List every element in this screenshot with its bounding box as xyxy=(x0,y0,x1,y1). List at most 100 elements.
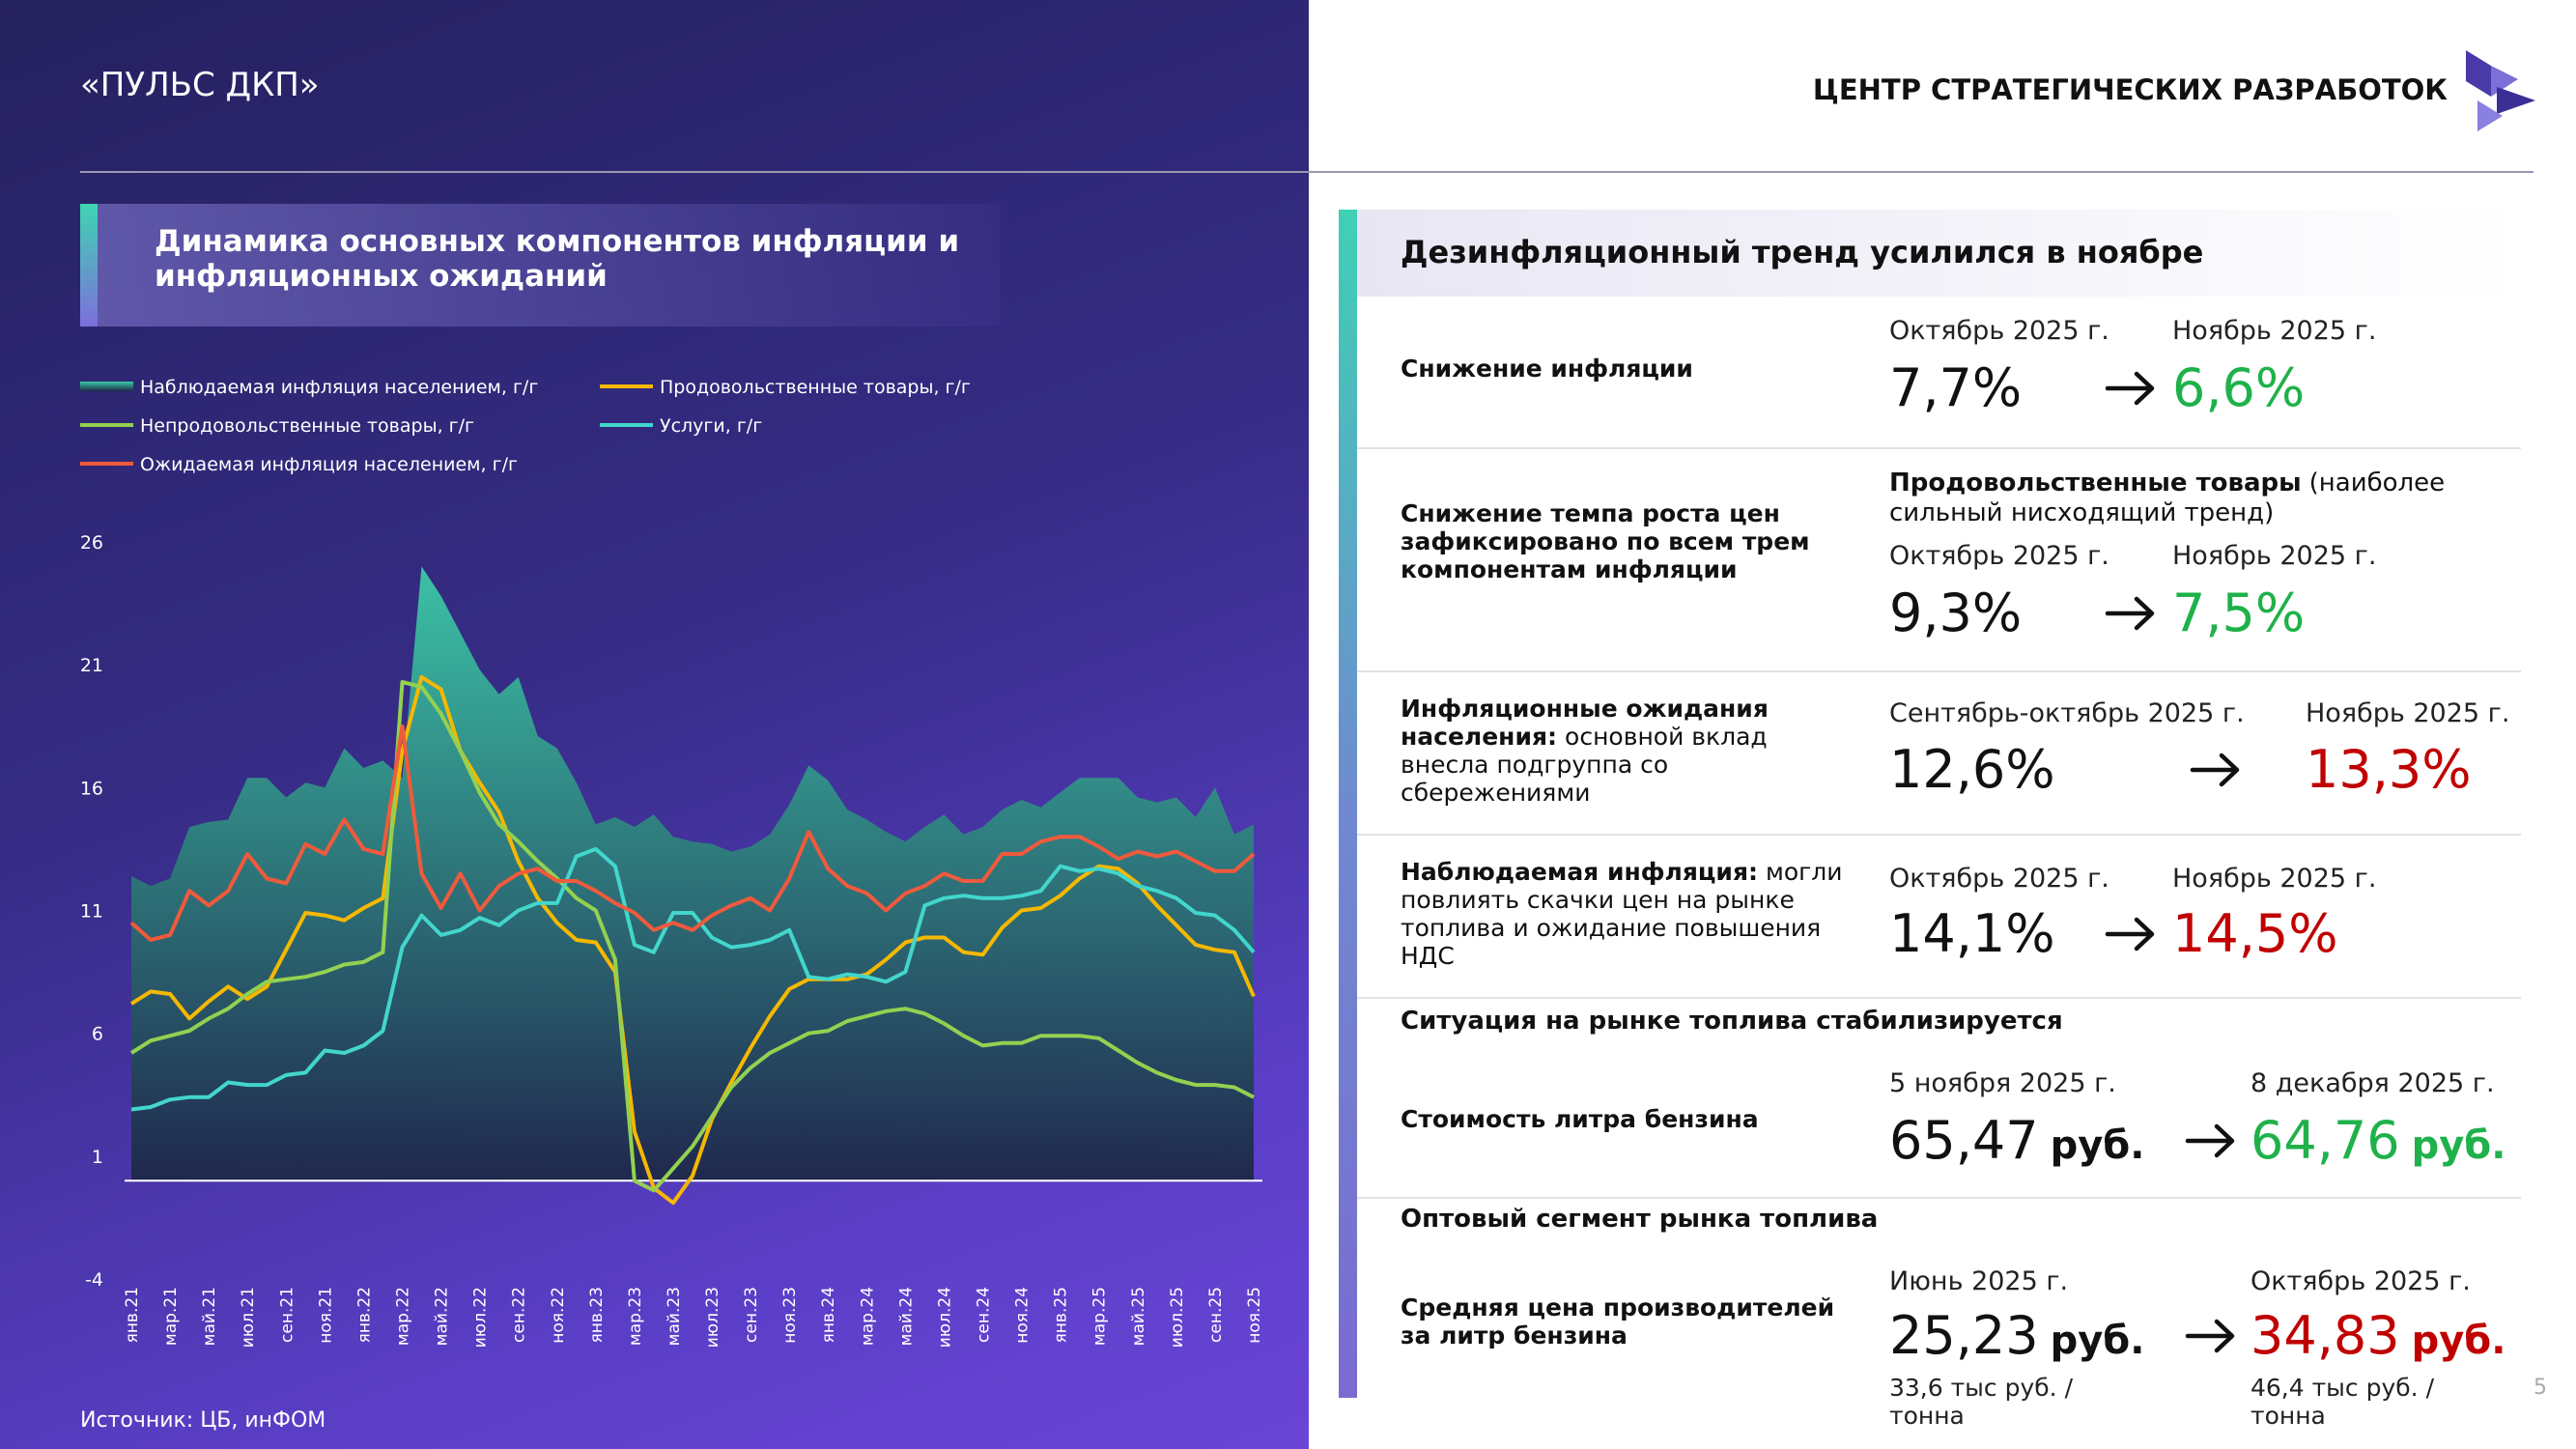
legend-label: Услуги, г/г xyxy=(660,415,762,437)
y-tick-label: 1 xyxy=(92,1147,103,1168)
row-heading: Оптовый сегмент рынка топлива xyxy=(1401,1205,1879,1234)
value: 65,47 xyxy=(1889,1110,2039,1171)
legend-label: Наблюдаемая инфляция населением, г/г xyxy=(140,377,538,398)
to-period: Ноябрь 2025 г. xyxy=(2172,864,2377,894)
to-value: 7,5% xyxy=(2172,584,2305,642)
row-label: Снижение инфляции xyxy=(1401,355,1845,383)
label-bold: Инфляционные ожидания населения: xyxy=(1401,695,1769,751)
from-period: Октябрь 2025 г. xyxy=(1889,316,2109,346)
arrow-shape xyxy=(2185,1123,2235,1158)
line xyxy=(129,680,1255,1193)
x-tick-label: мар.22 xyxy=(393,1287,412,1346)
to-value: 64,76 руб. xyxy=(2250,1112,2505,1175)
x-tick-label: мар.24 xyxy=(858,1287,877,1346)
row-separator xyxy=(1357,834,2521,836)
arrow xyxy=(2105,596,2155,631)
row-label: Наблюдаемая инфляция: могли повлиять скач… xyxy=(1401,858,1845,970)
slide-title: «ПУЛЬС ДКП» xyxy=(80,66,320,104)
chart-title-accent xyxy=(80,204,98,327)
line xyxy=(130,846,1256,1112)
header-rule xyxy=(80,171,2534,173)
label-bold: Снижение темпа роста цен зафиксировано п… xyxy=(1401,499,1810,583)
label-text: могли повлиять скачки цен на рынке топли… xyxy=(1401,858,1843,970)
x-tick-label: сен.21 xyxy=(277,1287,297,1343)
arrow xyxy=(2105,917,2155,952)
y-tick-label: 26 xyxy=(80,532,103,554)
x-tick-label: сен.25 xyxy=(1206,1287,1226,1343)
value: 6,6% xyxy=(2172,357,2306,418)
label-bold: Наблюдаемая инфляция: xyxy=(1401,858,1758,886)
to-value: 14,5% xyxy=(2172,905,2338,963)
value: 7,5% xyxy=(2172,582,2306,643)
chart-title-box xyxy=(80,204,1001,327)
x-tick-label: ноя.22 xyxy=(549,1287,568,1344)
to-value: 13,3% xyxy=(2306,741,2472,799)
row-label: Снижение темпа роста цен зафиксировано п… xyxy=(1401,499,1845,583)
note-text: (наиболее сильный нисходящий тренд) xyxy=(1889,469,2446,527)
logo xyxy=(2466,50,2535,131)
unit: руб. xyxy=(2411,1123,2506,1168)
x-tick-label: янв.23 xyxy=(587,1287,607,1343)
x-tick-label: май.21 xyxy=(200,1287,219,1346)
from-period: Октябрь 2025 г. xyxy=(1889,864,2109,894)
row-label: Стоимость литра бензина xyxy=(1401,1105,1845,1133)
to-value: 6,6% xyxy=(2172,359,2305,417)
legend-label: Продовольственные товары, г/г xyxy=(660,377,971,398)
y-tick-label: -4 xyxy=(85,1269,103,1291)
x-tick-label: мар.21 xyxy=(161,1287,181,1346)
value: 34,83 xyxy=(2250,1305,2400,1366)
x-tick-label: сен.24 xyxy=(975,1287,994,1343)
source: Источник: ЦБ, инФОМ xyxy=(80,1408,326,1433)
value: 7,7% xyxy=(1889,357,2023,418)
x-tick-label: июл.24 xyxy=(935,1287,954,1348)
arrow xyxy=(2105,371,2155,406)
arrow-shape xyxy=(2105,596,2155,631)
to-period: Октябрь 2025 г. xyxy=(2250,1266,2471,1296)
value: 12,6% xyxy=(1889,739,2055,800)
x-tick-label: май.22 xyxy=(433,1287,452,1346)
from-period: Октябрь 2025 г. xyxy=(1889,541,2109,571)
from-period: Июнь 2025 г. xyxy=(1889,1266,2069,1296)
x-tick-label: мар.23 xyxy=(626,1287,645,1346)
row-separator xyxy=(1357,670,2521,672)
accent-bar xyxy=(1339,210,1357,1398)
label-bold: Средняя цена производителей за литр бенз… xyxy=(1401,1293,1835,1350)
to-period: Ноябрь 2025 г. xyxy=(2172,316,2377,346)
x-tick-label: сен.23 xyxy=(742,1287,761,1343)
y-tick-label: 16 xyxy=(80,778,103,799)
x-tick-label: ноя.23 xyxy=(780,1287,800,1344)
row-separator xyxy=(1357,997,2521,999)
value: 13,3% xyxy=(2306,739,2472,800)
to-period: Ноябрь 2025 г. xyxy=(2306,698,2510,728)
page-number: 5 xyxy=(2534,1376,2547,1400)
from-value: 9,3% xyxy=(1889,584,2022,642)
x-tick-label: янв.24 xyxy=(819,1287,838,1343)
x-tick-label: май.25 xyxy=(1129,1287,1148,1346)
x-tick-label: мар.25 xyxy=(1090,1287,1110,1346)
unit: руб. xyxy=(2411,1319,2506,1363)
from-value: 7,7% xyxy=(1889,359,2022,417)
from-value: 25,23 руб. xyxy=(1889,1307,2144,1370)
chart: Наблюдаемая инфляция населением, г/г Прод… xyxy=(80,377,1256,1348)
y-tick-label: 6 xyxy=(92,1024,103,1045)
x-tick-label: ноя.24 xyxy=(1013,1287,1033,1344)
x-tick-label: сен.22 xyxy=(510,1287,529,1343)
from-period: 5 ноября 2025 г. xyxy=(1889,1068,2116,1098)
legend-label: Непродовольственные товары, г/г xyxy=(140,415,474,437)
row-note: Продовольственные товары (наиболее сильны… xyxy=(1889,469,2488,528)
x-tick-label: янв.22 xyxy=(354,1287,374,1343)
value: 14,1% xyxy=(1889,903,2055,964)
x-tick-label: май.24 xyxy=(896,1287,916,1346)
arrow xyxy=(2185,1123,2235,1158)
value: 9,3% xyxy=(1889,582,2023,643)
arrow-shape xyxy=(2190,753,2240,787)
org-name: ЦЕНТР СТРАТЕГИЧЕСКИХ РАЗРАБОТОК xyxy=(1812,73,2448,106)
x-tick-label: янв.21 xyxy=(123,1287,142,1343)
from-value: 65,47 руб. xyxy=(1889,1112,2144,1175)
x-tick-label: июл.25 xyxy=(1168,1287,1187,1348)
panel-title: Дезинфляционный тренд усилился в ноябре xyxy=(1401,234,2204,270)
label-text: основной вклад внесла подгруппа со сбере… xyxy=(1401,723,1768,807)
value: 64,76 xyxy=(2250,1110,2400,1171)
legend-label: Ожидаемая инфляция населением, г/г xyxy=(140,454,518,475)
